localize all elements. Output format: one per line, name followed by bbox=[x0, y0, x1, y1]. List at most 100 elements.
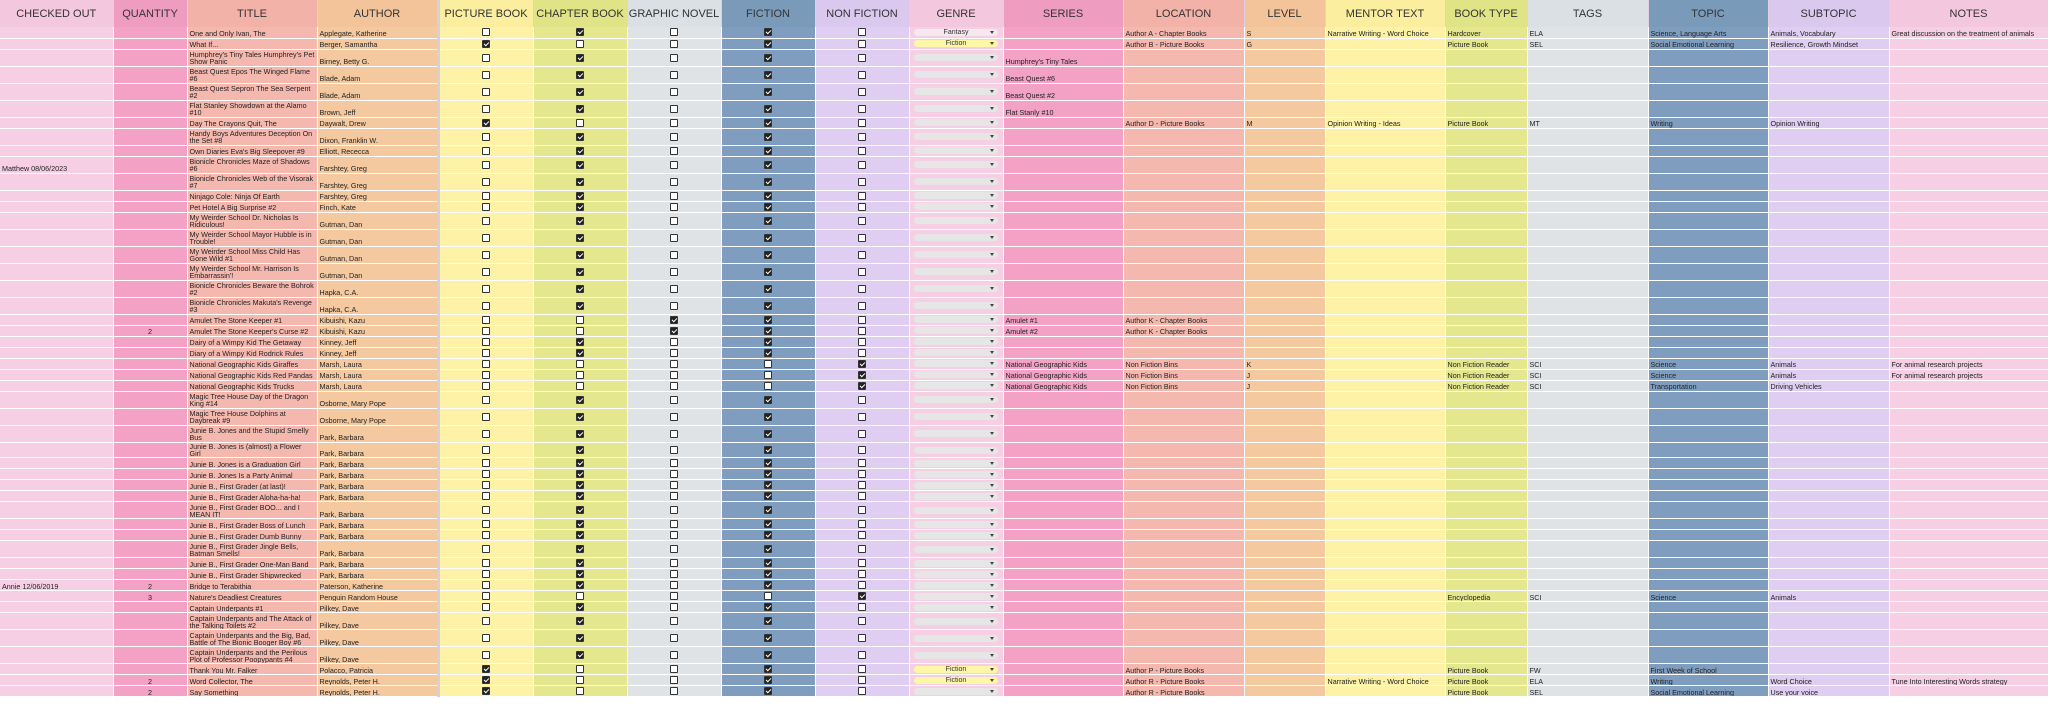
cell-level[interactable] bbox=[1244, 685, 1326, 698]
checkbox[interactable] bbox=[482, 216, 490, 225]
cell-title[interactable]: My Weirder School Mr. Harrison Is Embarr… bbox=[187, 263, 318, 281]
cell-author[interactable]: Pilkey, Dave bbox=[317, 646, 439, 665]
genre-dropdown[interactable]: Fiction bbox=[914, 666, 998, 674]
cell-notes[interactable]: Tune Into Interesting Words strategy bbox=[1889, 674, 2048, 687]
cell-mentor-text[interactable] bbox=[1325, 100, 1446, 118]
cell-author[interactable]: Kibuishi, Kazu bbox=[317, 325, 439, 337]
checkbox[interactable] bbox=[576, 520, 584, 529]
checkbox[interactable] bbox=[764, 687, 772, 696]
checkbox[interactable] bbox=[764, 70, 772, 79]
checkbox[interactable] bbox=[858, 559, 866, 568]
cell-quantity[interactable] bbox=[113, 145, 188, 157]
cell-checked-out[interactable] bbox=[0, 380, 114, 392]
cell-location[interactable] bbox=[1123, 557, 1245, 570]
cell-checked-out[interactable] bbox=[0, 369, 114, 381]
cell-book-type[interactable]: Non Fiction Reader bbox=[1445, 358, 1528, 370]
checkbox[interactable] bbox=[764, 28, 772, 37]
cell-level[interactable]: M bbox=[1244, 117, 1326, 129]
cell-subtopic[interactable] bbox=[1768, 529, 1890, 542]
checkbox[interactable] bbox=[764, 665, 772, 674]
cell-checked-out[interactable] bbox=[0, 425, 114, 443]
cell-topic[interactable]: Social Emotional Learning bbox=[1648, 685, 1769, 698]
checkbox[interactable] bbox=[670, 665, 678, 674]
cell-subtopic[interactable]: Driving Vehicles bbox=[1768, 380, 1890, 392]
cell-topic[interactable]: Science, Language Arts bbox=[1648, 27, 1769, 39]
cell-mentor-text[interactable] bbox=[1325, 173, 1446, 191]
genre-dropdown[interactable] bbox=[914, 382, 998, 390]
genre-dropdown[interactable] bbox=[914, 268, 998, 276]
genre-dropdown[interactable] bbox=[914, 560, 998, 568]
cell-location[interactable] bbox=[1123, 156, 1245, 174]
cell-notes[interactable] bbox=[1889, 263, 2048, 281]
cell-notes[interactable] bbox=[1889, 128, 2048, 146]
cell-mentor-text[interactable] bbox=[1325, 490, 1446, 503]
checkbox[interactable] bbox=[764, 191, 772, 200]
cell-quantity[interactable] bbox=[113, 663, 188, 676]
cell-topic[interactable]: Transportation bbox=[1648, 380, 1769, 392]
cell-subtopic[interactable] bbox=[1768, 128, 1890, 146]
checkbox[interactable] bbox=[764, 315, 772, 324]
cell-level[interactable] bbox=[1244, 663, 1326, 676]
cell-book-type[interactable]: Picture Book bbox=[1445, 674, 1528, 687]
column-header-topic[interactable]: TOPIC bbox=[1648, 0, 1769, 27]
checkbox[interactable] bbox=[670, 545, 678, 554]
cell-topic[interactable] bbox=[1648, 518, 1769, 531]
cell-location[interactable] bbox=[1123, 229, 1245, 247]
genre-dropdown[interactable]: Fiction bbox=[914, 677, 998, 685]
cell-checked-out[interactable] bbox=[0, 501, 114, 520]
cell-level[interactable]: J bbox=[1244, 369, 1326, 381]
checkbox[interactable] bbox=[764, 545, 772, 554]
checkbox[interactable] bbox=[576, 284, 584, 293]
genre-dropdown[interactable] bbox=[914, 71, 998, 79]
cell-topic[interactable]: Science bbox=[1648, 369, 1769, 381]
cell-tags[interactable] bbox=[1527, 629, 1649, 648]
cell-series[interactable] bbox=[1003, 347, 1124, 359]
cell-tags[interactable] bbox=[1527, 501, 1649, 520]
checkbox[interactable] bbox=[858, 395, 866, 404]
genre-dropdown[interactable] bbox=[914, 413, 998, 421]
checkbox[interactable] bbox=[482, 132, 490, 141]
genre-dropdown[interactable] bbox=[914, 349, 998, 357]
checkbox[interactable] bbox=[670, 284, 678, 293]
cell-tags[interactable] bbox=[1527, 479, 1649, 492]
cell-level[interactable]: G bbox=[1244, 38, 1326, 50]
checkbox[interactable] bbox=[482, 39, 490, 48]
checkbox[interactable] bbox=[764, 370, 772, 379]
genre-dropdown[interactable] bbox=[914, 493, 998, 501]
cell-tags[interactable] bbox=[1527, 173, 1649, 191]
checkbox[interactable] bbox=[764, 202, 772, 211]
checkbox[interactable] bbox=[670, 395, 678, 404]
column-header-subtopic[interactable]: SUBTOPIC bbox=[1768, 0, 1890, 27]
cell-author[interactable]: Pilkey, Dave bbox=[317, 629, 439, 648]
cell-series[interactable] bbox=[1003, 674, 1124, 687]
checkbox[interactable] bbox=[576, 146, 584, 155]
checkbox[interactable] bbox=[576, 177, 584, 186]
cell-checked-out[interactable]: Annie 12/06/2019 bbox=[0, 579, 114, 592]
cell-quantity[interactable] bbox=[113, 468, 188, 481]
checkbox[interactable] bbox=[764, 634, 772, 643]
checkbox[interactable] bbox=[764, 581, 772, 590]
checkbox[interactable] bbox=[576, 617, 584, 626]
cell-checked-out[interactable] bbox=[0, 263, 114, 281]
cell-tags[interactable] bbox=[1527, 468, 1649, 481]
checkbox[interactable] bbox=[670, 570, 678, 579]
checkbox[interactable] bbox=[670, 39, 678, 48]
checkbox[interactable] bbox=[858, 429, 866, 438]
cell-subtopic[interactable] bbox=[1768, 490, 1890, 503]
cell-level[interactable] bbox=[1244, 612, 1326, 631]
checkbox[interactable] bbox=[482, 570, 490, 579]
cell-quantity[interactable] bbox=[113, 49, 188, 67]
cell-quantity[interactable] bbox=[113, 229, 188, 247]
checkbox[interactable] bbox=[670, 676, 678, 685]
cell-subtopic[interactable] bbox=[1768, 540, 1890, 559]
cell-author[interactable]: Farshtey, Greg bbox=[317, 190, 439, 202]
checkbox[interactable] bbox=[482, 326, 490, 335]
cell-level[interactable] bbox=[1244, 190, 1326, 202]
cell-tags[interactable]: ELA bbox=[1527, 27, 1649, 39]
checkbox[interactable] bbox=[482, 359, 490, 368]
checkbox[interactable] bbox=[670, 359, 678, 368]
checkbox[interactable] bbox=[576, 315, 584, 324]
cell-notes[interactable] bbox=[1889, 212, 2048, 230]
cell-subtopic[interactable] bbox=[1768, 263, 1890, 281]
cell-series[interactable]: Amulet #1 bbox=[1003, 314, 1124, 326]
